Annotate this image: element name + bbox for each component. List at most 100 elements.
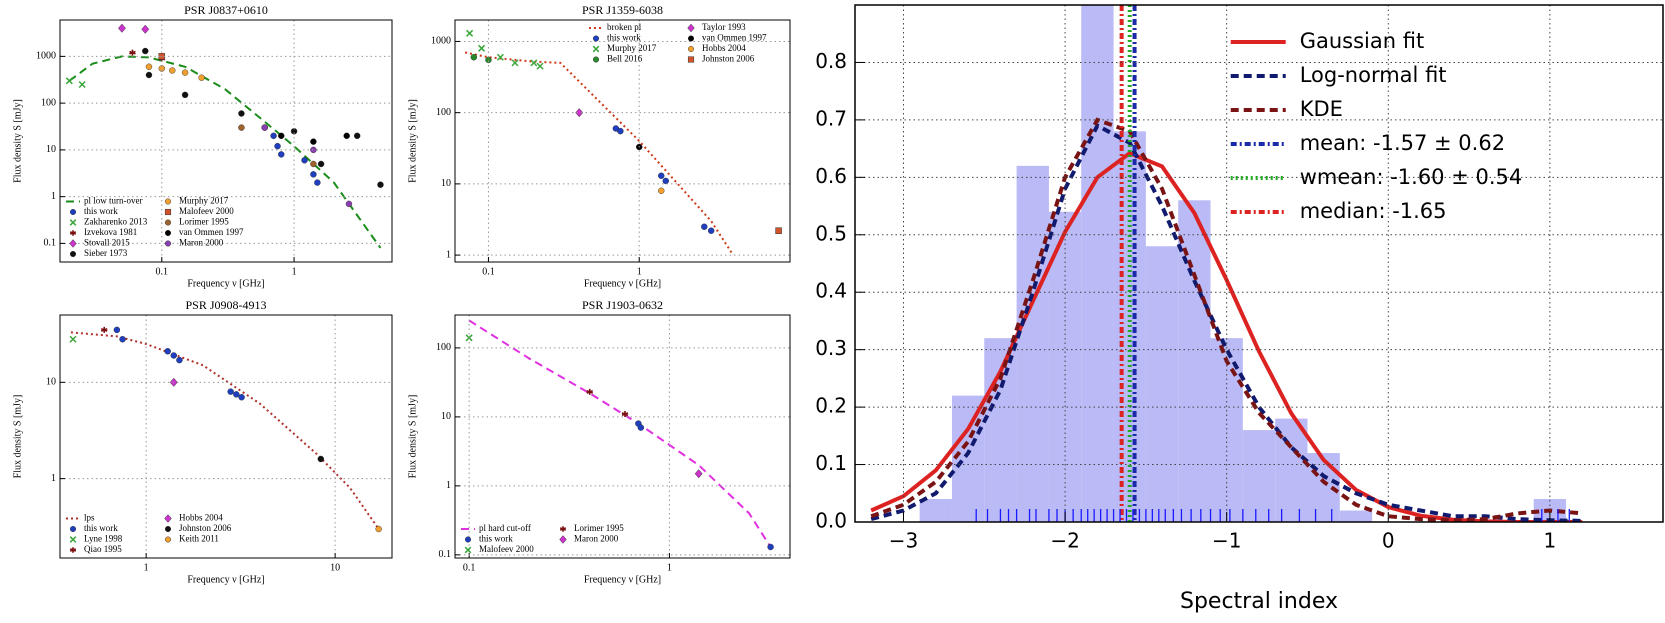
marker [233, 391, 240, 398]
y-tick-label: 0.1 [44, 238, 57, 249]
legend-marker [592, 45, 600, 53]
marker [586, 388, 594, 395]
marker [169, 67, 176, 74]
marker [142, 47, 149, 55]
x-tick-label: 1 [637, 266, 642, 277]
marker [181, 69, 189, 76]
y-tick-label: 1 [446, 249, 451, 260]
marker [129, 49, 136, 56]
histogram-bar [1048, 211, 1082, 522]
marker [694, 469, 703, 479]
chart-title: PSR J1359-6038 [582, 3, 663, 17]
legend-label: Murphy 2017 [179, 196, 229, 206]
legend-marker [559, 526, 567, 532]
marker [343, 132, 350, 140]
y-tick-label: 0.5 [815, 221, 847, 245]
x-tick-label: 1 [292, 266, 297, 277]
axes-frame [854, 4, 1664, 523]
y-tick-label: 0.6 [815, 164, 847, 188]
legend-marker [559, 535, 567, 544]
marker [637, 424, 645, 431]
legend-label: van Ommen 1997 [702, 33, 767, 43]
x-axis-label: Frequency ν [GHz] [584, 278, 661, 289]
x-tick-label: 0 [1382, 529, 1395, 553]
y-tick-label: 1 [51, 473, 56, 484]
marker [164, 348, 171, 355]
legend-label: lps [84, 513, 95, 523]
legend-label: pl low turn-over [84, 196, 143, 206]
y-tick-label: 10 [441, 411, 451, 422]
legend-label: Murphy 2017 [607, 43, 657, 53]
legend-label: Lyne 1998 [84, 534, 123, 544]
y-axis-label: Flux density S [mJy] [12, 395, 23, 479]
legend-label: Qiao 1995 [84, 544, 122, 554]
legend-label: this work [479, 534, 513, 544]
y-tick-label: 100 [436, 342, 451, 353]
legend-marker [69, 250, 76, 257]
fit-line [468, 319, 772, 548]
marker [536, 62, 544, 70]
marker [317, 160, 325, 168]
plot-area [870, 5, 1583, 522]
legend-label: Malofeev 2000 [179, 206, 234, 216]
x-axis-label: Frequency ν [GHz] [187, 574, 264, 585]
marker [198, 74, 205, 81]
legend-label: Johnston 2006 [702, 54, 755, 64]
legend-marker [465, 536, 472, 543]
histogram-bar [1016, 165, 1049, 522]
legend-label: this work [84, 523, 118, 533]
marker [530, 59, 538, 67]
histogram-bar [1339, 510, 1373, 522]
marker [658, 172, 665, 179]
legend-marker [164, 219, 171, 226]
x-tick-label: −1 [1212, 529, 1241, 553]
marker [181, 91, 189, 99]
x-tick-label: 10 [330, 562, 340, 573]
x-tick-label: 1 [667, 562, 672, 573]
y-tick-label: 0.0 [815, 509, 847, 533]
histogram-chart: −3 −2 −1 0 1 0.0 0.1 0.2 0.3 0.4 0.5 0.6 0.7 0.8 Gauss… [815, 4, 1664, 614]
x-axis-label: Frequency ν [GHz] [584, 574, 661, 585]
marker [658, 187, 665, 194]
marker [317, 455, 325, 463]
y-tick-label: 10 [46, 377, 56, 388]
marker [69, 335, 77, 343]
marker [141, 24, 150, 34]
marker [170, 352, 177, 359]
marker [227, 388, 234, 395]
x-tick-label: 1 [144, 562, 149, 573]
legend-label: this work [84, 206, 118, 216]
axes-frame [454, 314, 791, 559]
legend-label: Taylor 1993 [702, 22, 746, 32]
marker [310, 160, 317, 168]
marker [496, 53, 504, 61]
legend-label: Izvekova 1981 [84, 227, 137, 237]
y-axis-label: Flux density S [mJy] [407, 99, 418, 183]
y-tick-label: 0.4 [815, 279, 847, 303]
marker [466, 29, 474, 37]
legend-marker [593, 56, 600, 63]
legend-label: broken pl [607, 22, 642, 32]
histogram-bar [951, 395, 985, 522]
y-tick-label: 10 [46, 144, 56, 155]
legend-label: Bell 2016 [607, 54, 643, 64]
marker [485, 56, 492, 64]
legend-label: pl hard cut-off [479, 523, 531, 533]
y-tick-label: 10 [441, 178, 451, 189]
legend-label: Zakharenko 2013 [84, 217, 148, 227]
legend-marker [164, 514, 172, 523]
legend-marker [688, 46, 695, 53]
legend-label: Log-normal fit [1300, 63, 1447, 87]
marker [65, 77, 73, 85]
chart-title: PSR J0908-4913 [185, 298, 266, 312]
y-tick-label: 0.3 [815, 336, 847, 360]
fit-line [464, 51, 735, 256]
marker [617, 127, 624, 135]
axes-frame [59, 19, 393, 263]
marker [314, 179, 321, 186]
fit-line [70, 331, 380, 530]
y-tick-label: 0.2 [815, 394, 847, 418]
